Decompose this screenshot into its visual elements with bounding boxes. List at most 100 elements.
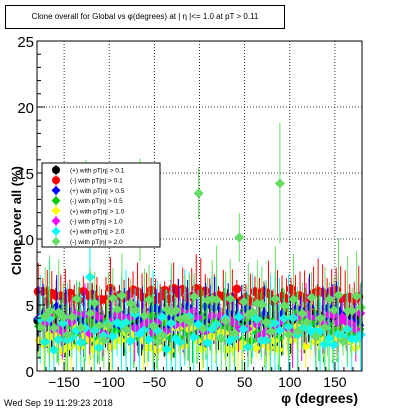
data-point (315, 313, 326, 324)
data-point (324, 294, 335, 305)
legend-marker (51, 226, 61, 236)
legend-label: (-) with pT|η| > 0.1 (70, 178, 123, 185)
data-point (143, 294, 154, 305)
data-point (71, 294, 82, 305)
axis-ticks: 0 5 10 15 20 25 −150 −100 −50 0 50 100 150 (17, 34, 363, 390)
data-point (225, 293, 236, 304)
data-point (220, 316, 231, 327)
data-point (216, 333, 227, 344)
data-point (355, 329, 366, 340)
data-point (229, 328, 240, 339)
data-point (98, 335, 109, 346)
data-point (224, 344, 235, 355)
data-point (251, 343, 262, 354)
data-point (171, 305, 182, 316)
data-point (153, 336, 164, 347)
data-point (233, 311, 244, 322)
legend-label: (+) with pT|η| > 0.1 (70, 168, 125, 175)
data-points (33, 122, 367, 371)
data-point (107, 331, 118, 342)
data-point (107, 293, 118, 304)
data-point (198, 323, 209, 334)
data-point (247, 306, 258, 317)
data-point (269, 335, 280, 346)
data-point (44, 305, 55, 316)
data-point (146, 285, 156, 295)
data-point (184, 317, 195, 328)
chart-title: Clone overall for Global vs φ(degrees) a… (5, 5, 285, 29)
data-point (328, 339, 339, 350)
data-point (283, 329, 294, 340)
data-point (288, 294, 299, 305)
legend-label: (-) with pT|η| > 2.0 (70, 239, 123, 246)
x-tick-label: −50 (142, 374, 166, 390)
x-tick-label: −150 (48, 374, 80, 390)
data-point (301, 317, 312, 328)
data-point (35, 322, 46, 333)
x-tick-label: 0 (196, 374, 204, 390)
data-point (115, 335, 126, 346)
data-point (94, 320, 105, 331)
legend-marker (51, 236, 61, 246)
data-point (329, 305, 340, 316)
data-point (270, 294, 281, 305)
data-point (112, 304, 123, 315)
x-tick-label: 50 (237, 374, 253, 390)
data-point (338, 336, 349, 347)
data-point (76, 322, 87, 333)
legend-marker (51, 216, 61, 226)
y-tick-label: 20 (17, 100, 34, 117)
data-point (351, 291, 362, 302)
legend-label: (-) with pT|η| > 1.0 (70, 219, 123, 226)
data-point (58, 312, 69, 323)
x-tick-label: −100 (93, 374, 125, 390)
data-point (300, 341, 311, 352)
data-point (116, 290, 127, 301)
data-point (356, 302, 367, 313)
legend-marker (51, 196, 61, 206)
timestamp: Wed Sep 19 11:29:23 2018 (4, 398, 113, 408)
legend-label: (+) with pT|η| > 1.0 (70, 208, 125, 215)
data-point (189, 291, 200, 302)
data-point (89, 297, 100, 308)
data-point (67, 311, 78, 322)
data-point (292, 326, 303, 337)
data-point (49, 322, 60, 333)
data-point (238, 324, 249, 335)
y-tick-label: 10 (17, 232, 34, 249)
data-point (196, 344, 207, 355)
data-point (85, 308, 96, 319)
y-tick-label: 5 (26, 298, 34, 315)
data-point (188, 332, 199, 343)
legend-marker (51, 206, 61, 216)
x-tick-label: 150 (323, 374, 347, 390)
data-point (347, 305, 358, 316)
data-point (261, 317, 272, 328)
data-point (274, 325, 285, 336)
data-point (157, 330, 168, 341)
data-point (93, 312, 104, 323)
x-axis-label: φ (degrees) (281, 390, 358, 406)
y-tick-label: 0 (26, 364, 34, 381)
legend-label: (+) with pT|η| > 0.5 (70, 188, 125, 195)
data-point (311, 331, 322, 342)
data-point (62, 329, 73, 340)
data-point (320, 322, 331, 333)
data-point (121, 324, 132, 335)
data-point (256, 299, 267, 310)
x-tick-label: 100 (278, 374, 302, 390)
data-point (125, 298, 136, 309)
data-point (211, 294, 222, 305)
data-point (193, 188, 204, 199)
data-point (265, 326, 276, 337)
data-point (139, 310, 150, 321)
data-point (279, 300, 290, 311)
data-point (306, 292, 317, 303)
data-point (40, 311, 51, 322)
legend-marker (52, 176, 60, 185)
data-point (130, 305, 141, 316)
legend-marker (52, 166, 60, 174)
data-point (125, 335, 136, 346)
data-point (202, 337, 213, 348)
